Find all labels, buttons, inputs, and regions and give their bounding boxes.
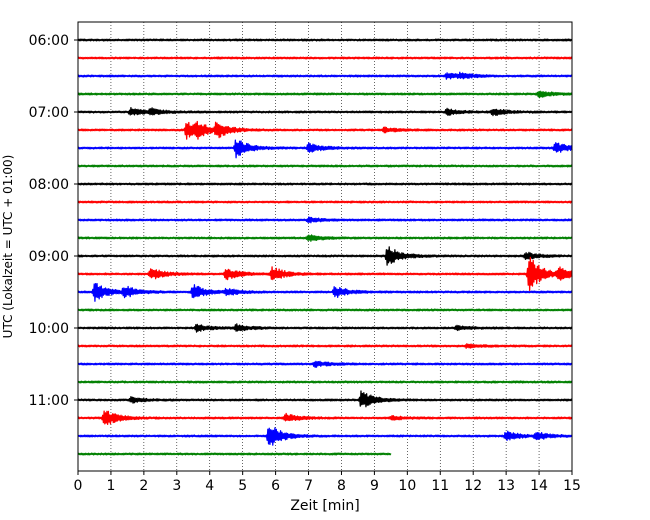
plot-frame [77, 21, 573, 472]
x-tick-label: 11 [431, 478, 449, 494]
trace-0715 [77, 120, 573, 140]
trace-1115 [77, 410, 573, 426]
x-tick-label: 12 [464, 478, 482, 494]
x-tick-label: 1 [106, 478, 115, 494]
x-tick-label: 14 [530, 478, 548, 494]
trace-0900 [77, 246, 573, 266]
x-tick-label: 6 [271, 478, 280, 494]
trace-0600 [77, 38, 573, 42]
x-tick-label: 4 [205, 478, 214, 494]
trace-0700 [77, 106, 573, 117]
trace-0930 [77, 282, 573, 302]
trace-1130 [77, 427, 573, 446]
y-tick-label: 10:00 [29, 321, 69, 337]
x-tick-label: 5 [238, 478, 247, 494]
x-tick-label: 0 [74, 478, 83, 494]
trace-0915 [77, 256, 573, 292]
grid-lines [110, 22, 540, 471]
x-axis-label: Zeit [min] [290, 498, 359, 514]
y-tick-label: 09:00 [29, 249, 69, 265]
trace-0815 [77, 200, 573, 204]
y-tick-label: 11:00 [29, 393, 69, 409]
x-tick-label: 8 [337, 478, 346, 494]
y-tick-label: 07:00 [29, 105, 69, 121]
trace-0645 [77, 90, 573, 99]
trace-0800 [77, 182, 573, 186]
trace-0745 [77, 164, 573, 168]
trace-1145 [77, 452, 392, 456]
trace-0945 [77, 308, 573, 312]
trace-0730 [77, 139, 573, 159]
trace-1030 [77, 360, 573, 368]
y-tick-label: 06:00 [29, 33, 69, 49]
x-axis-ticks: 0 1 2 3 4 5 6 7 8 9 10 11 12 13 14 15 [74, 471, 581, 494]
x-tick-label: 13 [497, 478, 515, 494]
x-tick-label: 15 [563, 478, 581, 494]
y-axis-label: UTC (Lokalzeit = UTC + 01:00) [1, 155, 15, 339]
x-tick-label: 7 [304, 478, 313, 494]
trace-1015 [77, 343, 573, 349]
x-tick-label: 9 [370, 478, 379, 494]
y-axis-ticks: 06:00 07:00 08:00 09:00 10:00 11:00 [29, 33, 78, 409]
trace-0845 [77, 234, 573, 242]
seismic-traces [77, 38, 573, 456]
trace-0630 [77, 71, 573, 80]
trace-1000 [77, 323, 573, 333]
x-tick-label: 2 [139, 478, 148, 494]
y-tick-label: 08:00 [29, 177, 69, 193]
trace-1100 [77, 390, 573, 408]
trace-0830 [77, 216, 573, 224]
x-tick-label: 10 [398, 478, 416, 494]
x-tick-label: 3 [172, 478, 181, 494]
trace-0615 [77, 56, 573, 60]
trace-1045 [77, 380, 573, 384]
